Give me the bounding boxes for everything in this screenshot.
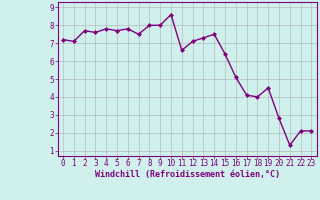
X-axis label: Windchill (Refroidissement éolien,°C): Windchill (Refroidissement éolien,°C) (95, 170, 280, 179)
